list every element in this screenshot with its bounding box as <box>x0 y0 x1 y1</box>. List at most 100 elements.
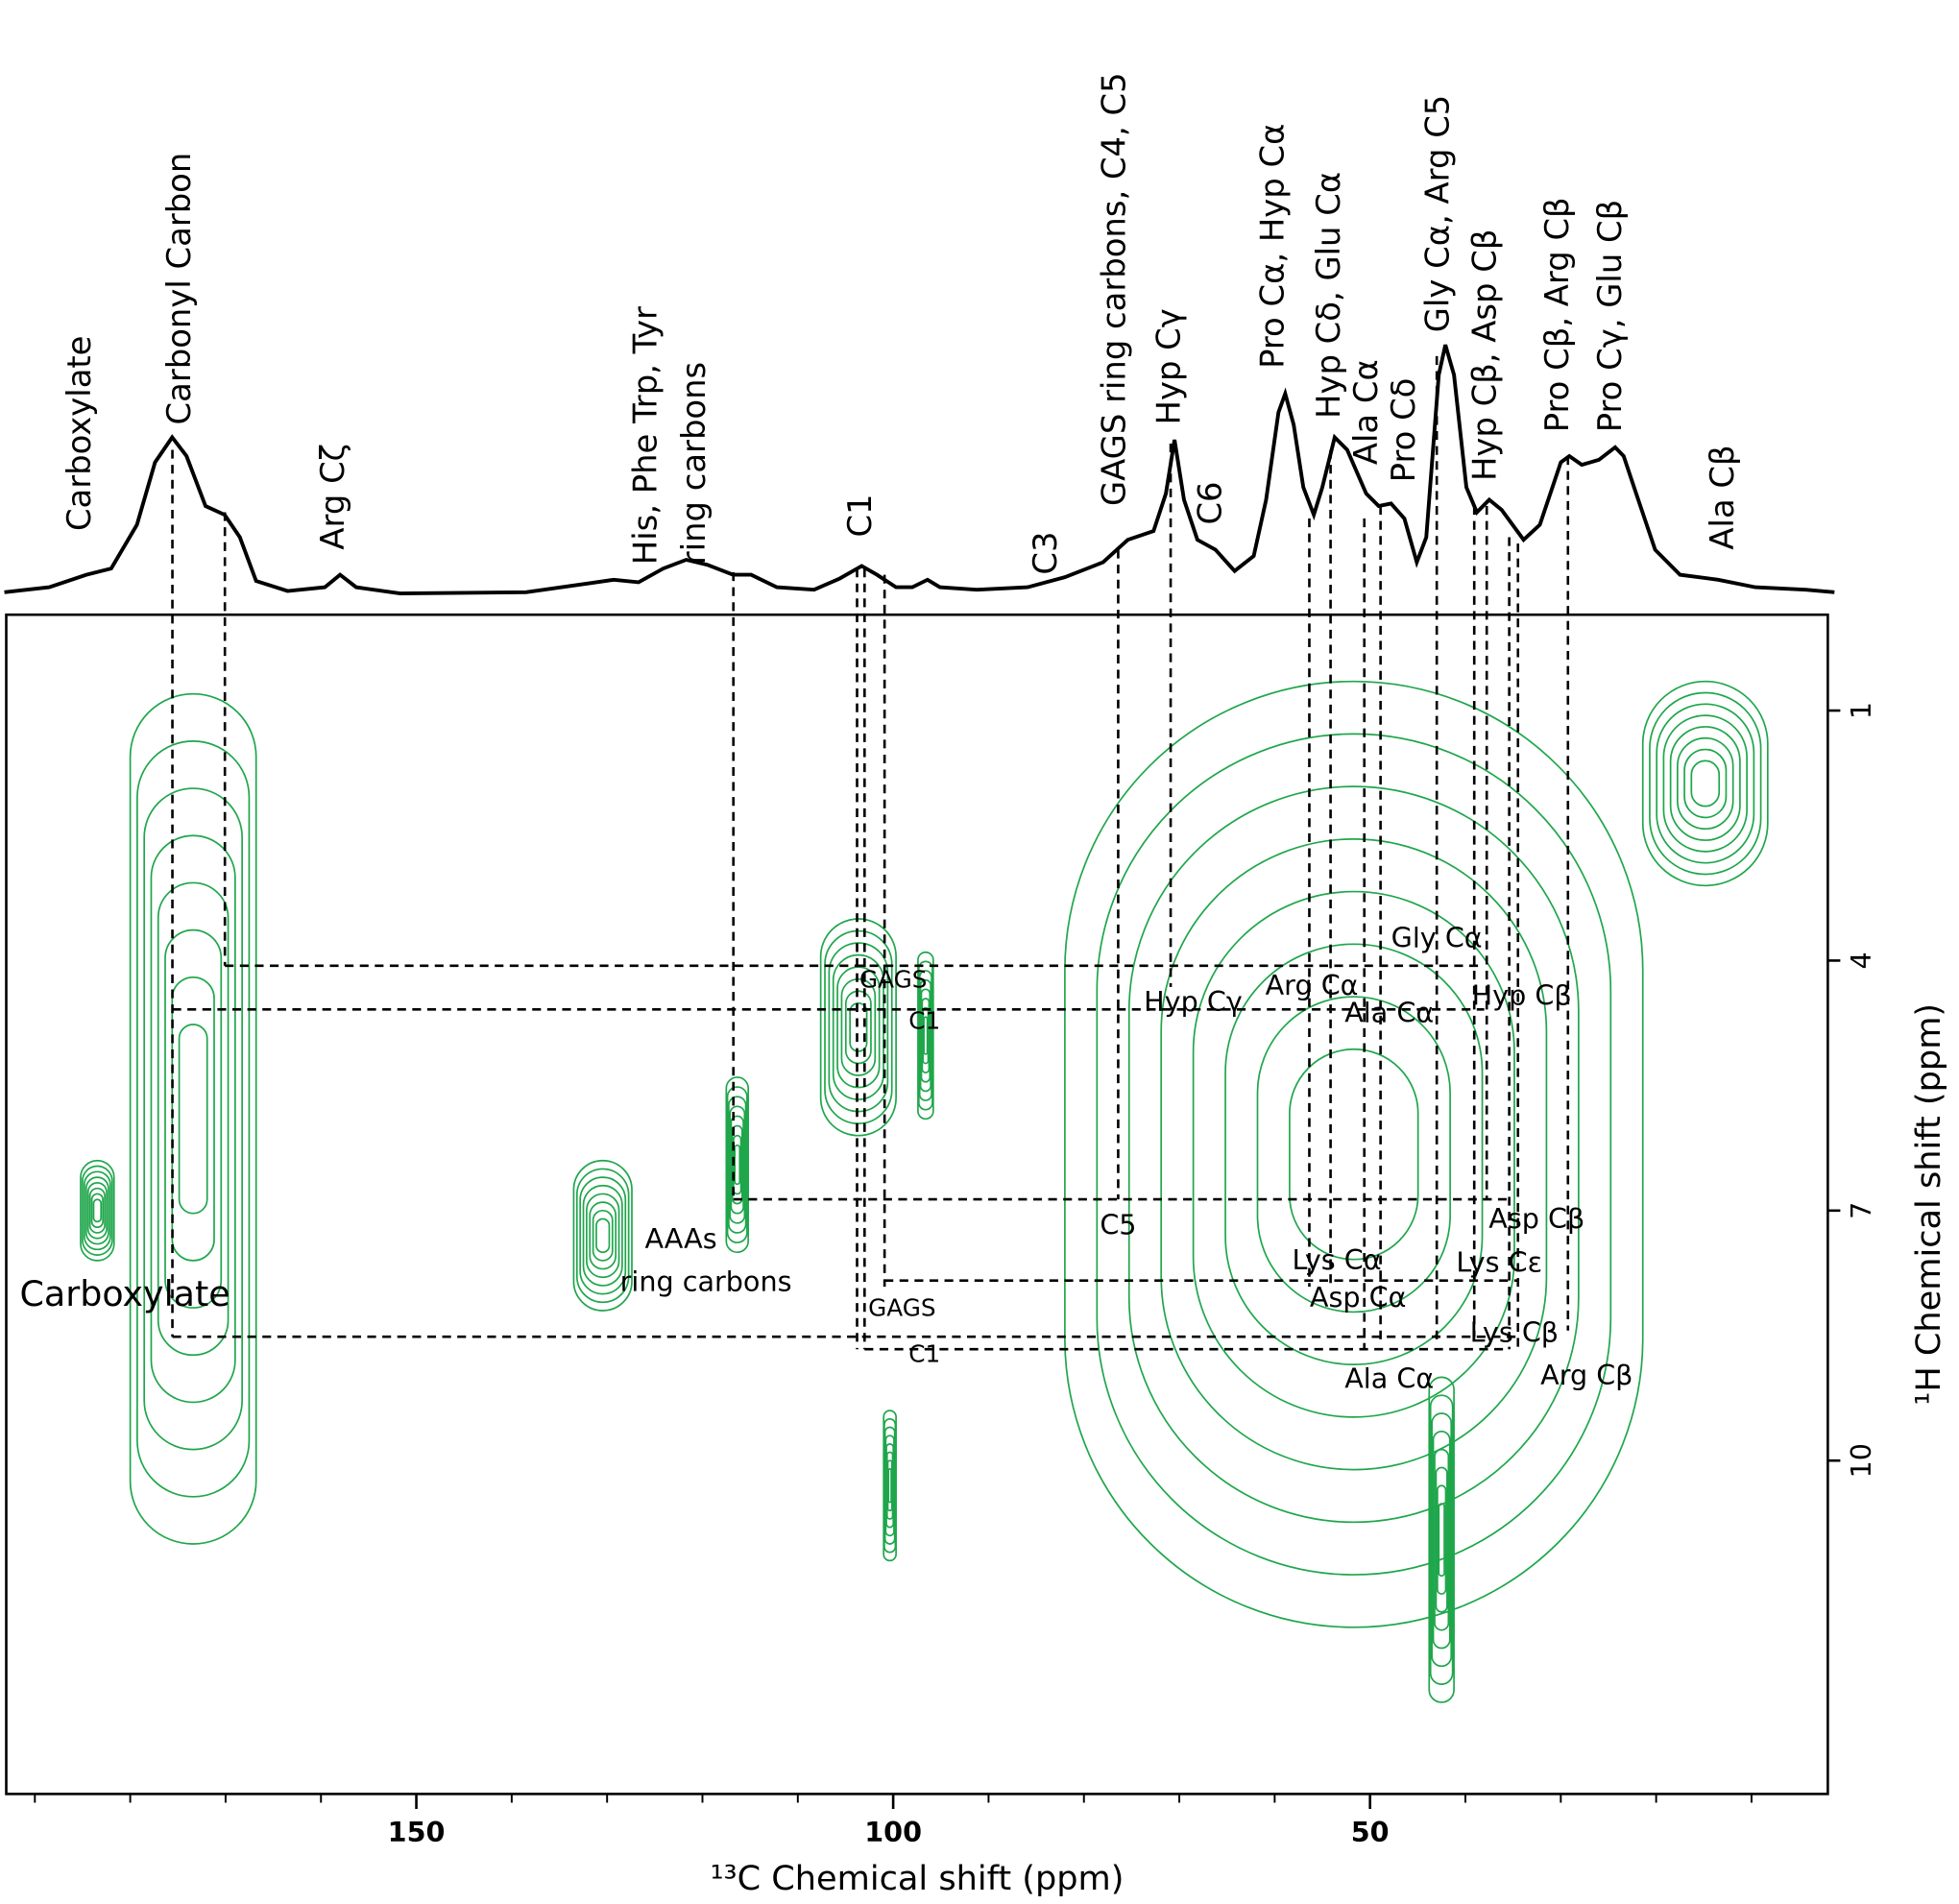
contour <box>922 1006 930 1065</box>
peak-label: Ala Cα <box>1347 359 1385 465</box>
contour <box>923 1016 929 1055</box>
contour <box>1432 1430 1451 1650</box>
contour <box>143 787 243 1451</box>
contour <box>1677 736 1734 831</box>
peak-label: Ala Cβ <box>1704 445 1741 549</box>
cross-peak-label: ring carbons <box>620 1265 792 1297</box>
peak-label: GAGS ring carbons, C4, C5 <box>1095 72 1132 506</box>
contour <box>1096 733 1612 1576</box>
cross-peak-label: Hyp Cγ <box>1144 985 1243 1018</box>
contour <box>1160 838 1548 1471</box>
peak-label: Arg Cζ <box>314 444 351 550</box>
contour <box>1649 691 1762 876</box>
peak-label: C1 <box>841 494 879 537</box>
contour <box>1224 943 1484 1365</box>
contour <box>150 834 236 1404</box>
contour <box>836 966 881 1089</box>
cross-peak-label: Hyp Cβ <box>1472 978 1572 1011</box>
contour <box>725 1076 750 1254</box>
contour <box>1127 785 1580 1524</box>
x-axis-title: ¹³C Chemical shift (ppm) <box>710 1859 1124 1898</box>
contour <box>80 1159 115 1262</box>
peak-label: Pro Cα, Hyp Cα <box>1254 124 1292 369</box>
contour <box>157 881 230 1357</box>
peak-label: Pro Cδ <box>1385 378 1422 483</box>
cross-peak-label: Carboxylate <box>20 1273 230 1314</box>
x-tick-label: 100 <box>864 1816 922 1848</box>
cross-peak-label: GAGS <box>868 1294 935 1322</box>
contour <box>728 1096 747 1234</box>
cross-peak-label: Ala Cα <box>1344 1362 1434 1395</box>
contour <box>586 1193 620 1279</box>
contour <box>828 942 889 1113</box>
peak-label: C6 <box>1191 481 1228 524</box>
cross-peak-label: Arg Cβ <box>1540 1359 1632 1391</box>
contour <box>849 1001 868 1052</box>
cross-peak-label: Ala Cα <box>1344 997 1434 1029</box>
contour <box>92 1198 103 1223</box>
contour <box>1641 680 1769 887</box>
contour <box>1437 1484 1447 1595</box>
contour <box>1256 996 1451 1314</box>
contour <box>921 998 931 1073</box>
contour <box>83 1170 111 1251</box>
contour <box>730 1115 744 1215</box>
cross-peak-label: GAGS <box>859 965 927 993</box>
peak-label: Carboxylate <box>60 336 98 532</box>
peak-label: Pro Cγ, Glu Cβ <box>1591 200 1629 432</box>
spectrum-line <box>4 344 1835 596</box>
contour <box>589 1201 617 1270</box>
contour <box>164 928 223 1309</box>
contour <box>582 1184 623 1287</box>
contour <box>844 990 872 1065</box>
contour <box>918 970 932 1101</box>
cross-peak-label: Lys Cε <box>1456 1246 1542 1279</box>
contour <box>824 929 893 1125</box>
peak-label: ring carbons <box>675 362 713 565</box>
contour <box>917 951 934 1121</box>
cross-peak-label: Asp Cα <box>1310 1281 1407 1314</box>
contour <box>1192 890 1515 1418</box>
contour <box>1434 1448 1450 1631</box>
cross-peak-label: Arg Cα <box>1266 969 1359 1001</box>
contours <box>80 680 1769 1703</box>
contour <box>819 918 897 1137</box>
contour <box>595 1217 611 1254</box>
cross-peak-label: Lys Cβ <box>1470 1316 1559 1349</box>
contour <box>917 960 933 1111</box>
contour <box>887 1468 892 1504</box>
contour <box>1429 1394 1454 1685</box>
y-tick-label: 10 <box>1845 1443 1877 1478</box>
contour <box>171 976 215 1262</box>
contour <box>726 1086 748 1243</box>
contour <box>575 1168 630 1304</box>
contour <box>734 1144 741 1186</box>
contour <box>1428 1376 1455 1703</box>
contour <box>90 1193 104 1229</box>
contour <box>729 1105 746 1224</box>
contour <box>1064 680 1644 1628</box>
contour <box>86 1182 108 1240</box>
x-tick-label: 50 <box>1351 1816 1390 1848</box>
peak-label: His, Phe Trp, Tyr <box>626 306 664 565</box>
x-tick-label: 150 <box>388 1816 446 1848</box>
peak-label: Gly Cα, Arg C5 <box>1418 95 1456 333</box>
peak-label: Pro Cβ, Arg Cβ <box>1538 197 1576 432</box>
cross-peak-label: Gly Cα <box>1391 921 1483 953</box>
contour <box>1431 1412 1453 1668</box>
cross-peak-label: Lys Cα <box>1293 1243 1382 1276</box>
cross-peak-label: C1 <box>908 1340 940 1368</box>
y-tick-label: 1 <box>1845 702 1877 719</box>
contour <box>572 1159 633 1312</box>
contour <box>592 1209 614 1262</box>
contour <box>1435 1466 1448 1613</box>
peak-label: Hyp Cβ, Asp Cβ <box>1466 229 1504 481</box>
contour <box>85 1176 109 1245</box>
contour <box>88 1187 106 1234</box>
contour <box>1690 759 1721 807</box>
y-axis-title: ¹H Chemical shift (ppm) <box>1909 1003 1948 1406</box>
contour <box>840 977 877 1076</box>
peak-label: Carbonyl Carbon <box>160 153 198 425</box>
plot-frame <box>5 613 1829 1796</box>
